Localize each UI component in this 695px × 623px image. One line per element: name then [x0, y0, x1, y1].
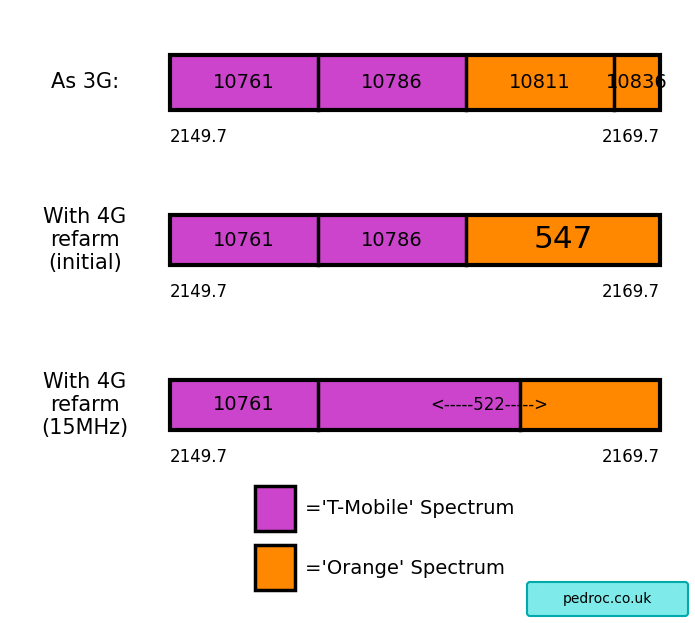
Bar [170, 380, 660, 430]
Bar [170, 215, 660, 265]
Text: 547: 547 [533, 226, 593, 255]
Bar [170, 55, 318, 110]
Bar [520, 380, 660, 430]
Text: 2169.7: 2169.7 [602, 283, 660, 301]
Bar [318, 380, 520, 430]
Text: 10786: 10786 [361, 231, 423, 249]
Text: 2149.7: 2149.7 [170, 283, 228, 301]
Text: 10761: 10761 [213, 231, 275, 249]
Text: 10811: 10811 [509, 73, 571, 92]
Text: With 4G
refarm
(initial): With 4G refarm (initial) [43, 207, 126, 273]
Bar [170, 215, 318, 265]
Text: 10786: 10786 [361, 73, 423, 92]
Text: 10761: 10761 [213, 73, 275, 92]
Bar [318, 215, 466, 265]
Text: 10761: 10761 [213, 396, 275, 414]
Bar [255, 545, 295, 590]
Text: 2169.7: 2169.7 [602, 128, 660, 146]
Bar [466, 55, 614, 110]
Text: <-----522----->: <-----522-----> [430, 396, 548, 414]
Text: ='Orange' Spectrum: ='Orange' Spectrum [305, 558, 505, 578]
Text: 2169.7: 2169.7 [602, 448, 660, 466]
Bar [170, 55, 660, 110]
Bar [318, 55, 466, 110]
Bar [170, 380, 318, 430]
Text: As 3G:: As 3G: [51, 72, 119, 92]
Bar [614, 55, 660, 110]
Text: ='T-Mobile' Spectrum: ='T-Mobile' Spectrum [305, 500, 514, 518]
Text: 10836: 10836 [606, 73, 668, 92]
Text: 2149.7: 2149.7 [170, 128, 228, 146]
Text: pedroc.co.uk: pedroc.co.uk [563, 592, 652, 606]
Text: With 4G
refarm
(15MHz): With 4G refarm (15MHz) [42, 372, 129, 438]
Text: 2149.7: 2149.7 [170, 448, 228, 466]
FancyBboxPatch shape [527, 582, 688, 616]
Bar [466, 215, 660, 265]
Bar [255, 486, 295, 531]
